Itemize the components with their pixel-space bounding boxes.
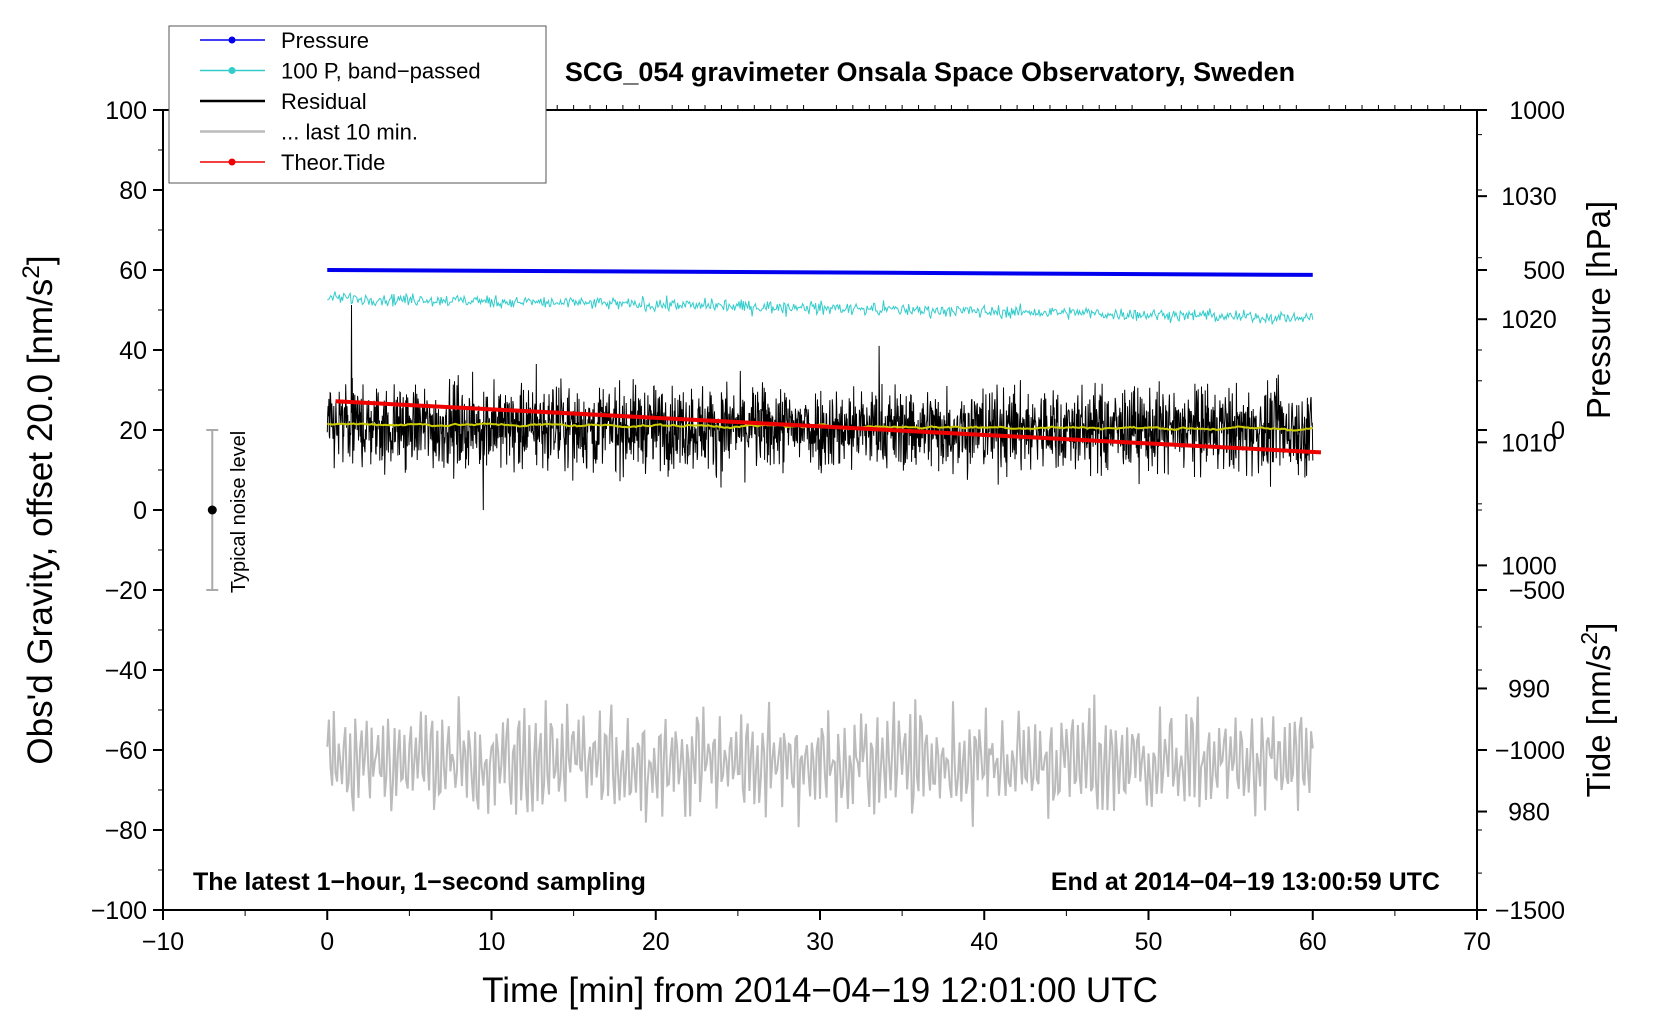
legend-label: Pressure xyxy=(281,28,369,53)
x-tick-label: −10 xyxy=(142,928,184,956)
y-tick-label: −20 xyxy=(105,577,147,605)
y-tick-label: 60 xyxy=(119,257,147,285)
pressure-tick-label: 1020 xyxy=(1501,306,1557,334)
pressure-tick-label: 990 xyxy=(1508,675,1550,703)
y-tick-label: −100 xyxy=(91,897,147,925)
pressure-tick-label: 1030 xyxy=(1501,183,1557,211)
legend-marker xyxy=(228,36,236,44)
legend-marker xyxy=(228,158,236,166)
y-tick-label: 100 xyxy=(105,97,147,125)
legend-marker xyxy=(228,67,236,74)
y-tick-label: 20 xyxy=(119,417,147,445)
tide-tick-label: 0 xyxy=(1551,417,1565,445)
series-theor-tide xyxy=(335,399,1322,455)
annotation-right: End at 2014−04−19 13:00:59 UTC xyxy=(1051,868,1440,896)
chart-title: SCG_054 gravimeter Onsala Space Observat… xyxy=(565,57,1295,87)
y-tick-label: −40 xyxy=(105,657,147,685)
y-tick-label: 40 xyxy=(119,337,147,365)
noise-bar-center-dot xyxy=(207,505,217,515)
x-tick-label: 0 xyxy=(320,928,334,956)
y-tick-label: 80 xyxy=(119,177,147,205)
x-tick-label: 20 xyxy=(642,928,670,956)
pressure-tick-label: 1000 xyxy=(1501,552,1557,580)
x-axis-label: Time [min] from 2014−04−19 12:01:00 UTC xyxy=(482,971,1158,1010)
tide-tick-label: −1000 xyxy=(1495,737,1565,765)
legend: Pressure 100 P, band−passed Residual ... la… xyxy=(168,25,547,184)
annotation-left: The latest 1−hour, 1−second sampling xyxy=(193,868,646,896)
y-axis-label-tide: Tide [nm/s2] xyxy=(1576,623,1617,798)
pressure-tick-label: 980 xyxy=(1508,799,1550,827)
x-tick-label: 60 xyxy=(1299,928,1327,956)
axes-layer: −10 0 10 20 30 40 50 60 70100806040200−20−40−60−… xyxy=(91,97,1565,956)
pressure-tick-label: 1010 xyxy=(1501,429,1557,457)
legend-label: 100 P, band−passed xyxy=(281,59,481,84)
legend-box xyxy=(168,25,547,184)
noise-level-bar xyxy=(206,429,219,591)
series-last-10-min xyxy=(326,694,1314,828)
tide-tick-label: 1000 xyxy=(1509,97,1565,125)
legend-label: ... last 10 min. xyxy=(281,120,418,145)
x-tick-label: 50 xyxy=(1135,928,1163,956)
x-tick-label: 30 xyxy=(806,928,834,956)
y-tick-label: −60 xyxy=(105,737,147,765)
series-layer xyxy=(326,268,1322,828)
y-axis-label-left: Obs'd Gravity, offset 20.0 [nm/s2] xyxy=(18,255,61,764)
tide-tick-label: 500 xyxy=(1523,257,1565,285)
legend-label: Residual xyxy=(281,89,367,114)
legend-label: Theor.Tide xyxy=(281,150,385,175)
series-residual xyxy=(326,304,1314,511)
noise-level-label: Typical noise level xyxy=(228,431,250,593)
y-tick-label: 0 xyxy=(133,497,147,525)
tide-tick-label: −1500 xyxy=(1495,897,1565,925)
tide-tick-label: −500 xyxy=(1509,577,1565,605)
x-tick-label: 70 xyxy=(1463,928,1491,956)
y-tick-label: −80 xyxy=(105,817,147,845)
x-tick-label: 10 xyxy=(478,928,506,956)
series-pressure-bandpassed xyxy=(327,291,1314,325)
series-pressure xyxy=(327,268,1313,277)
x-tick-label: 40 xyxy=(970,928,998,956)
y-axis-label-pressure: Pressure [hPa] xyxy=(1580,201,1617,419)
